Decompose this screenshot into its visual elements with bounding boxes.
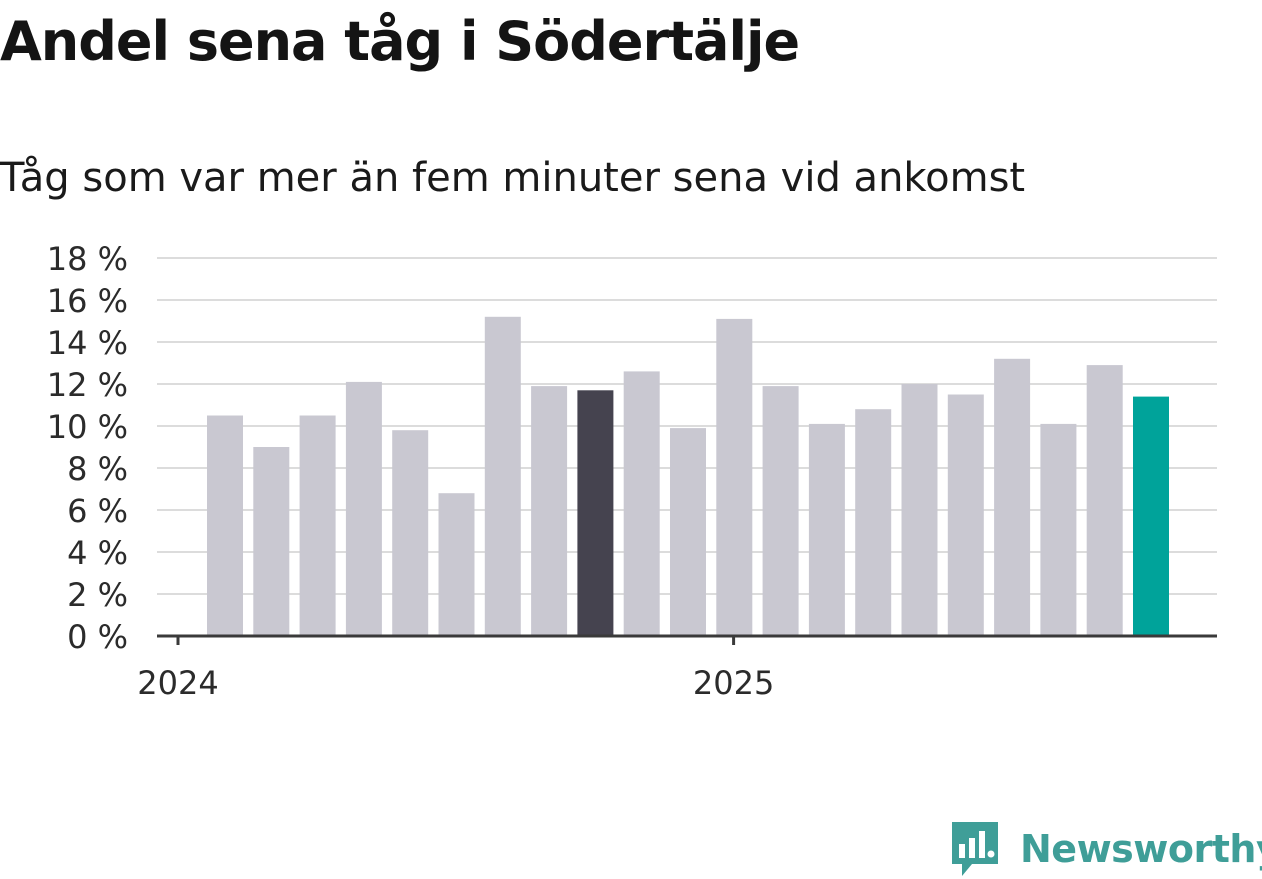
bar-2024-10 <box>623 371 660 636</box>
newsworthy-logo: Newsworthy <box>950 820 1262 878</box>
bar-2024-05 <box>392 430 429 636</box>
x-tick-label: 2025 <box>693 664 774 702</box>
bar-2024-01 <box>207 415 243 636</box>
bars <box>207 316 1169 636</box>
bar-2024-04 <box>345 381 382 636</box>
y-tick-label: 6 % <box>67 492 128 530</box>
y-tick-label: 18 % <box>47 240 128 278</box>
bar-2025-08 <box>1086 365 1123 636</box>
chart-subtitle: Tåg som var mer än fem minuter sena vid … <box>0 155 1026 201</box>
y-tick-label: 10 % <box>47 408 128 446</box>
y-tick-label: 12 % <box>47 366 128 404</box>
y-tick-label: 4 % <box>67 534 128 572</box>
bar-2025-07 <box>1040 423 1077 636</box>
chart-title: Andel sena tåg i Södertälje <box>0 10 800 73</box>
y-tick-label: 8 % <box>67 450 128 488</box>
bar-2025-04 <box>901 384 938 636</box>
bar-2024-09 <box>577 390 614 636</box>
x-axis-tick-labels: 2024 2025 <box>137 636 774 702</box>
x-tick-label: 2024 <box>137 664 218 702</box>
bar-2024-06 <box>438 493 475 636</box>
bar-2025-03 <box>855 409 892 636</box>
bar-2025-05 <box>947 394 984 636</box>
bar-2024-02 <box>253 447 290 636</box>
brand-name: Newsworthy <box>1020 827 1262 871</box>
bar-2025-01 <box>762 386 799 636</box>
bar-2024-07 <box>484 316 521 636</box>
y-tick-label: 14 % <box>47 324 128 362</box>
y-axis-tick-labels: 0 % 2 % 4 % 6 % 8 % 10 % 12 % 14 % 16 % 18 % <box>47 240 128 656</box>
bar-2025-09 <box>1133 396 1169 636</box>
bar-2024-12 <box>716 318 753 636</box>
bar-2024-08 <box>531 386 568 636</box>
newsworthy-logo-icon <box>952 822 998 876</box>
y-tick-label: 0 % <box>67 618 128 656</box>
bar-2024-11 <box>670 428 706 636</box>
bar-2024-03 <box>299 415 336 636</box>
y-tick-label: 2 % <box>67 576 128 614</box>
bar-2025-02 <box>808 423 845 636</box>
bar-2025-06 <box>994 358 1031 636</box>
y-tick-label: 16 % <box>47 282 128 320</box>
